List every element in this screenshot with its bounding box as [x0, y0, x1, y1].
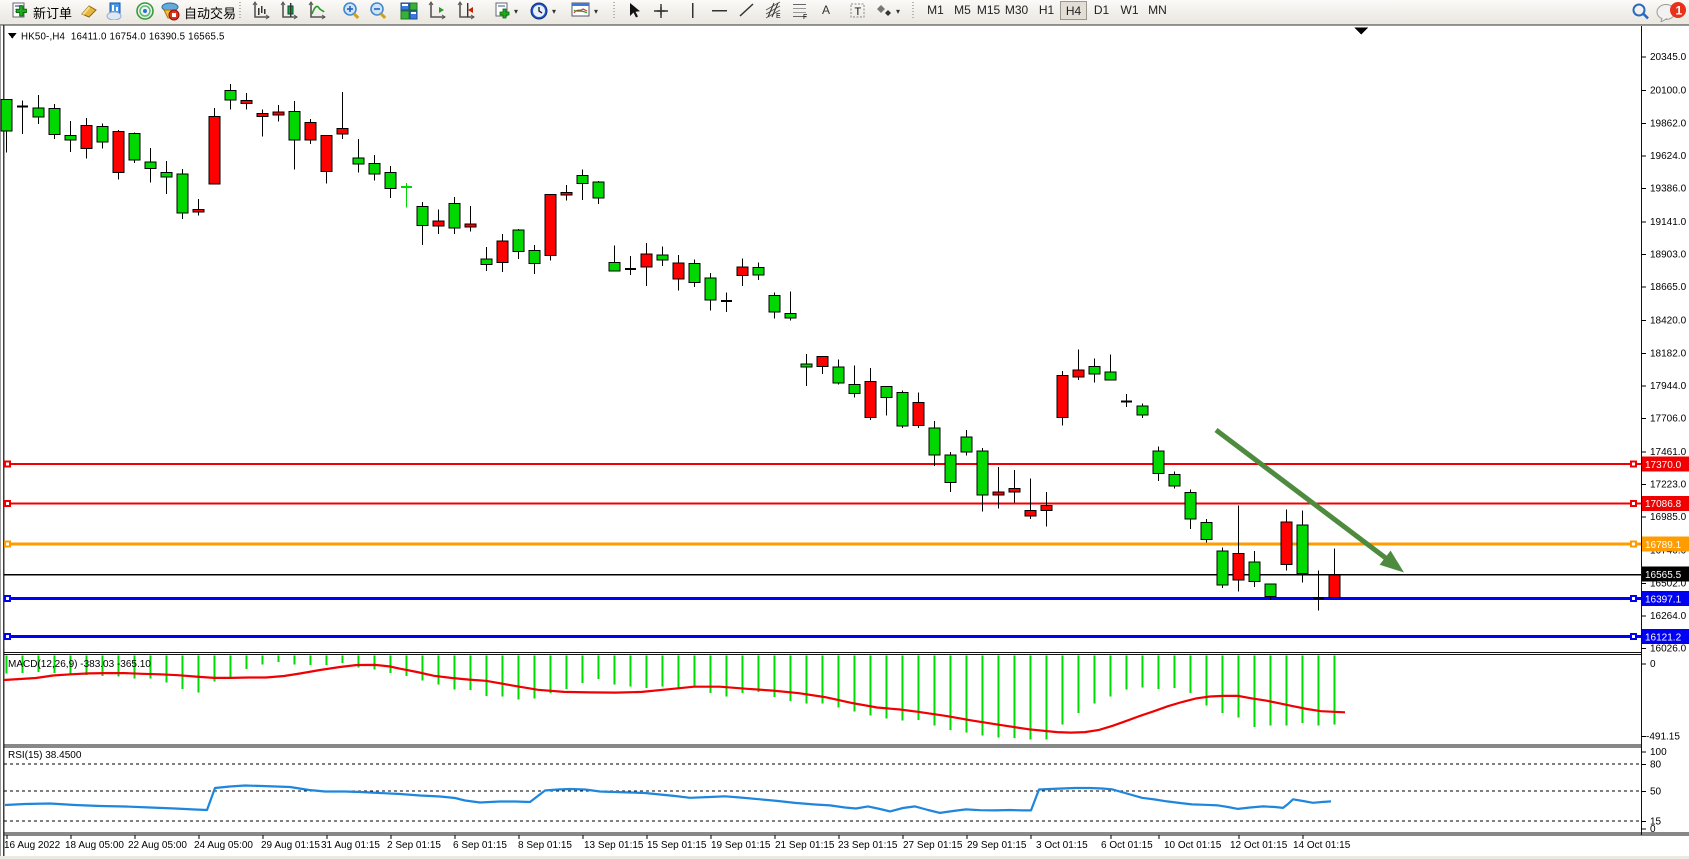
svg-text:14 Oct 01:15: 14 Oct 01:15	[1293, 840, 1351, 851]
svg-text:29 Sep 01:15: 29 Sep 01:15	[967, 840, 1027, 851]
svg-text:27 Sep 01:15: 27 Sep 01:15	[903, 840, 963, 851]
svg-text:20345.0: 20345.0	[1650, 52, 1687, 63]
svg-text:15: 15	[1650, 817, 1662, 828]
svg-text:8 Sep 01:15: 8 Sep 01:15	[518, 840, 572, 851]
svg-text:22 Aug 05:00: 22 Aug 05:00	[128, 840, 187, 851]
svg-text:0: 0	[1650, 659, 1656, 670]
svg-text:17461.0: 17461.0	[1650, 447, 1687, 458]
svg-text:HK50-,H4 16411.0 16754.0 1639: HK50-,H4 16411.0 16754.0 16390.5 16565.5	[21, 31, 225, 42]
svg-text:18665.0: 18665.0	[1650, 282, 1687, 293]
svg-text:50: 50	[1650, 787, 1662, 798]
svg-text:6 Oct 01:15: 6 Oct 01:15	[1101, 840, 1153, 851]
svg-text:12 Oct 01:15: 12 Oct 01:15	[1230, 840, 1288, 851]
svg-text:MACD(12,26,9) -383.03 -365.10: MACD(12,26,9) -383.03 -365.10	[8, 659, 151, 670]
svg-text:1: 1	[1676, 4, 1683, 18]
svg-text:6 Sep 01:15: 6 Sep 01:15	[453, 840, 507, 851]
svg-text:RSI(15) 38.4500: RSI(15) 38.4500	[8, 750, 82, 761]
svg-text:16121.2: 16121.2	[1645, 632, 1682, 643]
svg-text:0: 0	[1650, 824, 1656, 835]
svg-text:24 Aug 05:00: 24 Aug 05:00	[194, 840, 253, 851]
svg-text:16565.5: 16565.5	[1645, 570, 1682, 581]
svg-text:23 Sep 01:15: 23 Sep 01:15	[838, 840, 898, 851]
svg-text:19862.0: 19862.0	[1650, 118, 1687, 129]
svg-text:17370.0: 17370.0	[1645, 460, 1682, 471]
svg-text:16789.1: 16789.1	[1645, 540, 1682, 551]
svg-text:19 Sep 01:15: 19 Sep 01:15	[711, 840, 771, 851]
svg-text:16026.0: 16026.0	[1650, 644, 1687, 655]
svg-text:80: 80	[1650, 760, 1662, 771]
svg-text:31 Aug 01:15: 31 Aug 01:15	[321, 840, 380, 851]
svg-text:3 Oct 01:15: 3 Oct 01:15	[1036, 840, 1088, 851]
svg-text:16 Aug 2022: 16 Aug 2022	[4, 840, 61, 851]
svg-text:18903.0: 18903.0	[1650, 250, 1687, 261]
svg-text:F: F	[803, 14, 807, 21]
svg-text:15 Sep 01:15: 15 Sep 01:15	[647, 840, 707, 851]
svg-text:2 Sep 01:15: 2 Sep 01:15	[387, 840, 441, 851]
svg-text:20100.0: 20100.0	[1650, 86, 1687, 97]
svg-text:19141.0: 19141.0	[1650, 217, 1687, 228]
svg-text:18 Aug 05:00: 18 Aug 05:00	[65, 840, 124, 851]
svg-text:16502.0: 16502.0	[1650, 578, 1687, 589]
svg-text:17223.0: 17223.0	[1650, 480, 1687, 491]
svg-text:-491.15: -491.15	[1646, 732, 1680, 743]
svg-text:16397.1: 16397.1	[1645, 594, 1682, 605]
svg-text:17086.8: 17086.8	[1645, 499, 1682, 510]
svg-text:16985.0: 16985.0	[1650, 512, 1687, 523]
svg-text:T: T	[855, 6, 862, 18]
svg-text:E: E	[776, 13, 781, 20]
svg-text:16264.0: 16264.0	[1650, 611, 1687, 622]
svg-text:21 Sep 01:15: 21 Sep 01:15	[775, 840, 835, 851]
svg-text:18420.0: 18420.0	[1650, 316, 1687, 327]
svg-text:29 Aug 01:15: 29 Aug 01:15	[261, 840, 320, 851]
svg-text:10 Oct 01:15: 10 Oct 01:15	[1164, 840, 1222, 851]
svg-text:19386.0: 19386.0	[1650, 184, 1687, 195]
svg-text:17944.0: 17944.0	[1650, 381, 1687, 392]
svg-text:13 Sep 01:15: 13 Sep 01:15	[584, 840, 644, 851]
svg-text:100: 100	[1650, 747, 1667, 758]
svg-text:17706.0: 17706.0	[1650, 414, 1687, 425]
svg-text:19624.0: 19624.0	[1650, 151, 1687, 162]
svg-text:18182.0: 18182.0	[1650, 348, 1687, 359]
